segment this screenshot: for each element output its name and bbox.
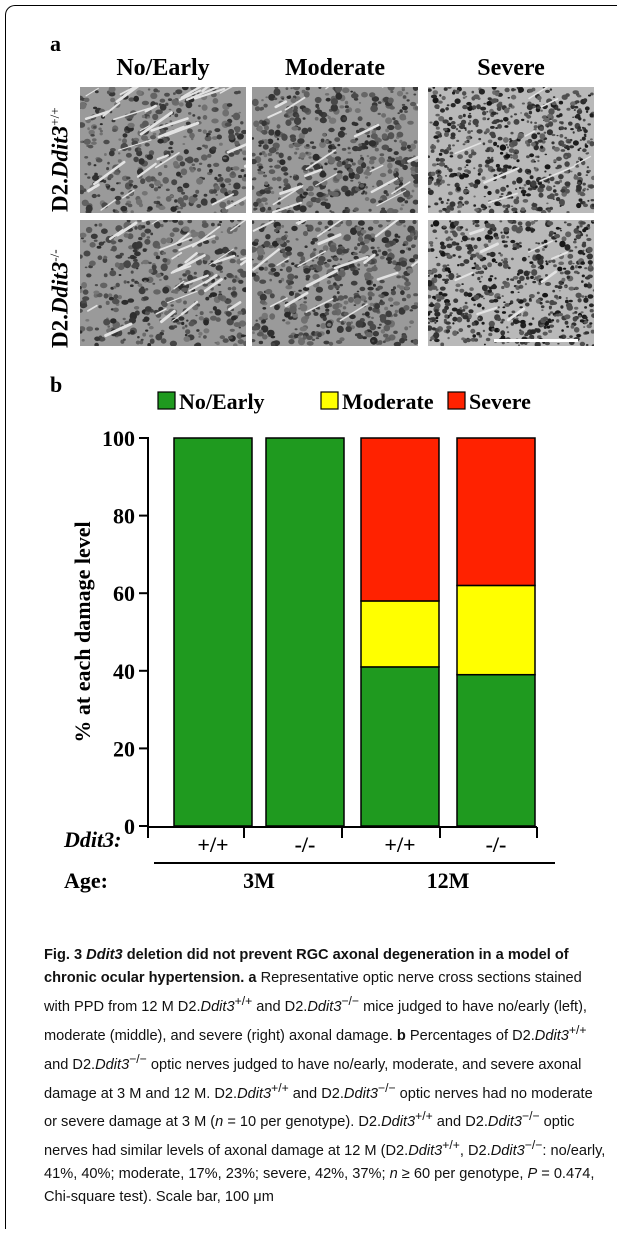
legend-swatch-2: [447, 391, 466, 410]
age-label-0: 3M: [243, 868, 275, 893]
genotype-label-3: -/-: [486, 832, 507, 857]
micrograph-wt-no-early: [80, 87, 246, 213]
column-header-severe: Severe: [477, 55, 545, 81]
stacked-bar-chart: No/Early Moderate Severe 0 20 40 60 80 100 % at e…: [63, 389, 555, 893]
micrograph-wt-moderate: [252, 87, 418, 213]
age-row-label: Age:: [64, 868, 108, 893]
legend-swatch-1: [320, 391, 339, 410]
y-tick-label-3: 60: [113, 581, 135, 606]
panel-b-letter: b: [50, 372, 63, 397]
micrograph-wt-severe: [428, 87, 594, 213]
genotype-label-0: +/+: [197, 832, 228, 857]
scale-bar: [494, 339, 578, 342]
y-tick-label-2: 40: [113, 659, 135, 684]
bar-1-noearly: [265, 437, 345, 827]
y-axis-label: % at each damage level: [70, 521, 95, 742]
genotype-label-2: +/+: [384, 832, 415, 857]
legend-label-1: Moderate: [342, 389, 434, 414]
genotype-label-1: -/-: [295, 832, 316, 857]
y-tick-label-5: 100: [102, 426, 135, 451]
y-tick-label-0: 0: [124, 814, 135, 839]
column-header-moderate: Moderate: [285, 55, 385, 81]
micrograph-ko-moderate: [252, 220, 418, 346]
bar-2-noearly: [360, 666, 440, 827]
legend-swatch-0: [157, 391, 176, 410]
micrograph-ko-severe: [428, 220, 594, 346]
y-tick-label-1: 20: [113, 736, 135, 761]
bar-3-moderate: [456, 584, 536, 676]
figure-caption: Fig. 3 Ddit3 deletion did not prevent RG…: [44, 947, 606, 1206]
figure-frame: [5, 5, 617, 1229]
legend-label-0: No/Early: [179, 389, 265, 414]
column-header-no-early: No/Early: [116, 55, 210, 81]
genotype-row-label: Ddit3:: [63, 827, 121, 852]
y-tick-label-4: 80: [113, 504, 135, 529]
bar-2-moderate: [360, 600, 440, 668]
bar-0-noearly: [173, 437, 253, 827]
age-label-1: 12M: [427, 868, 470, 893]
legend-label-2: Severe: [469, 389, 531, 414]
panel-a-letter: a: [50, 31, 61, 56]
bar-2-severe: [360, 437, 440, 602]
bar-3-severe: [456, 437, 536, 587]
micrograph-ko-no-early: [80, 220, 246, 346]
bar-3-noearly: [456, 673, 536, 827]
